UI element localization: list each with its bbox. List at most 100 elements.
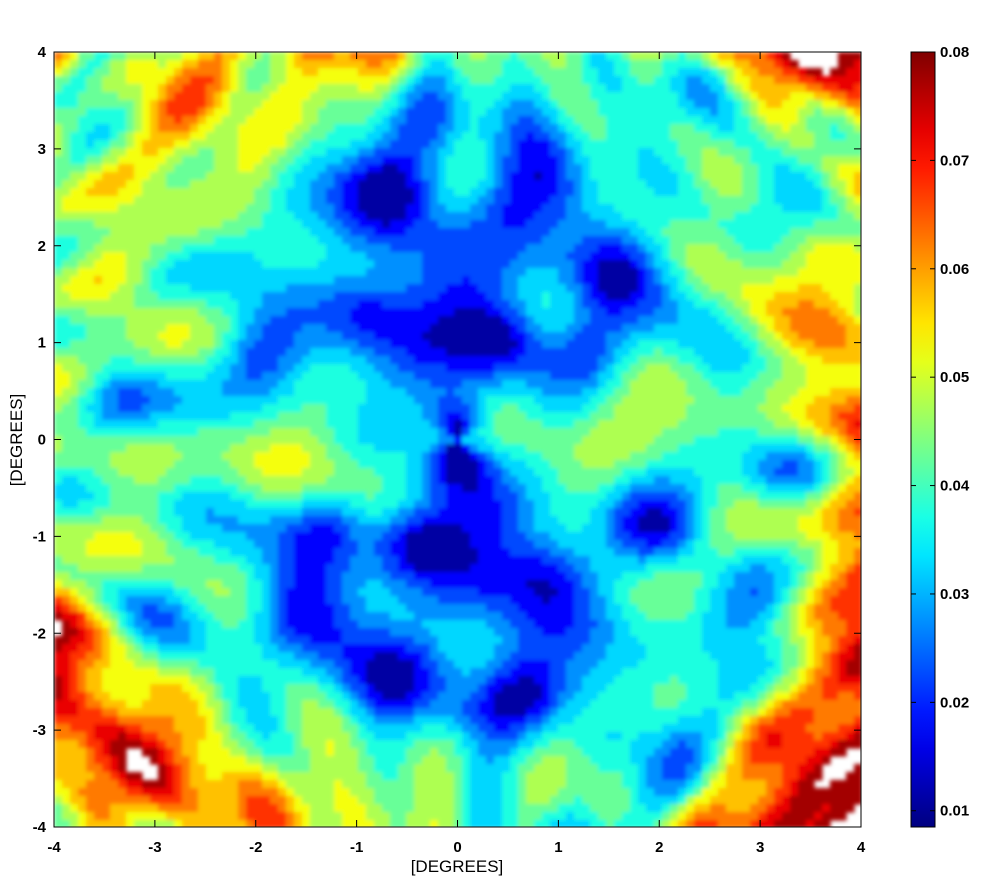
contour-cell: [438, 372, 447, 381]
contour-cell: [694, 420, 703, 429]
contour-cell: [102, 300, 111, 309]
contour-cell: [262, 164, 271, 173]
contour-cell: [662, 276, 671, 285]
contour-cell: [430, 404, 439, 413]
contour-cell: [262, 380, 271, 389]
contour-cell: [214, 316, 223, 325]
contour-cell: [550, 236, 559, 245]
contour-cell: [150, 404, 159, 413]
contour-cell: [710, 404, 719, 413]
contour-cell: [486, 180, 495, 189]
contour-cell: [526, 52, 535, 61]
contour-cell: [318, 412, 327, 421]
contour-cell: [670, 228, 679, 237]
contour-cell: [182, 260, 191, 269]
contour-cell: [622, 188, 631, 197]
contour-cell: [382, 324, 391, 333]
contour-cell: [366, 276, 375, 285]
contour-cell: [430, 132, 439, 141]
contour-cell: [78, 436, 87, 445]
contour-cell: [726, 108, 735, 117]
contour-cell: [118, 204, 127, 213]
contour-cell: [142, 108, 151, 117]
contour-cell: [830, 260, 839, 269]
contour-cell: [798, 100, 807, 109]
contour-cell: [70, 132, 79, 141]
contour-cell: [510, 76, 519, 85]
contour-cell: [454, 100, 463, 109]
contour-cell: [462, 140, 471, 149]
contour-cell: [302, 276, 311, 285]
contour-cell: [638, 372, 647, 381]
contour-cell: [806, 76, 815, 85]
contour-cell: [598, 60, 607, 69]
contour-cell: [790, 268, 799, 277]
contour-cell: [654, 324, 663, 333]
contour-cell: [598, 316, 607, 325]
contour-cell: [782, 164, 791, 173]
contour-cell: [278, 420, 287, 429]
contour-cell: [70, 348, 79, 357]
contour-cell: [102, 436, 111, 445]
contour-cell: [206, 428, 215, 437]
contour-cell: [822, 420, 831, 429]
contour-cell: [126, 180, 135, 189]
contour-cell: [150, 76, 159, 85]
contour-cell: [646, 76, 655, 85]
contour-cell: [478, 108, 487, 117]
contour-cell: [182, 444, 191, 453]
contour-cell: [606, 236, 615, 245]
contour-cell: [542, 292, 551, 301]
contour-cell: [110, 268, 119, 277]
contour-cell: [206, 324, 215, 333]
contour-cell: [838, 156, 847, 165]
contour-cell: [550, 348, 559, 357]
contour-cell: [110, 396, 119, 405]
contour-cell: [54, 76, 63, 85]
contour-cell: [70, 140, 79, 149]
contour-cell: [134, 60, 143, 69]
contour-cell: [766, 132, 775, 141]
contour-cell: [462, 116, 471, 125]
contour-cell: [126, 204, 135, 213]
contour-cell: [646, 300, 655, 309]
contour-cell: [846, 340, 855, 349]
contour-cell: [486, 356, 495, 365]
contour-cell: [630, 436, 639, 445]
contour-cell: [318, 204, 327, 213]
contour-cell: [390, 204, 399, 213]
contour-cell: [438, 284, 447, 293]
contour-cell: [622, 84, 631, 93]
contour-cell: [502, 268, 511, 277]
contour-cell: [70, 308, 79, 317]
contour-cell: [494, 140, 503, 149]
contour-cell: [494, 284, 503, 293]
contour-cell: [454, 396, 463, 405]
contour-cell: [214, 212, 223, 221]
contour-cell: [614, 196, 623, 205]
contour-cell: [190, 444, 199, 453]
contour-cell: [454, 308, 463, 317]
contour-cell: [366, 364, 375, 373]
contour-cell: [590, 420, 599, 429]
contour-cell: [462, 372, 471, 381]
contour-cell: [334, 340, 343, 349]
contour-cell: [446, 228, 455, 237]
contour-cell: [574, 148, 583, 157]
contour-cell: [190, 268, 199, 277]
contour-cell: [166, 124, 175, 133]
contour-cell: [502, 132, 511, 141]
contour-cell: [758, 268, 767, 277]
contour-cell: [782, 188, 791, 197]
contour-cell: [222, 420, 231, 429]
contour-cell: [126, 276, 135, 285]
contour-cell: [438, 236, 447, 245]
contour-cell: [438, 444, 447, 453]
contour-cell: [790, 84, 799, 93]
contour-cell: [430, 84, 439, 93]
contour-cell: [126, 100, 135, 109]
contour-cell: [342, 100, 351, 109]
contour-cell: [550, 172, 559, 181]
contour-cell: [782, 76, 791, 85]
contour-cell: [534, 276, 543, 285]
